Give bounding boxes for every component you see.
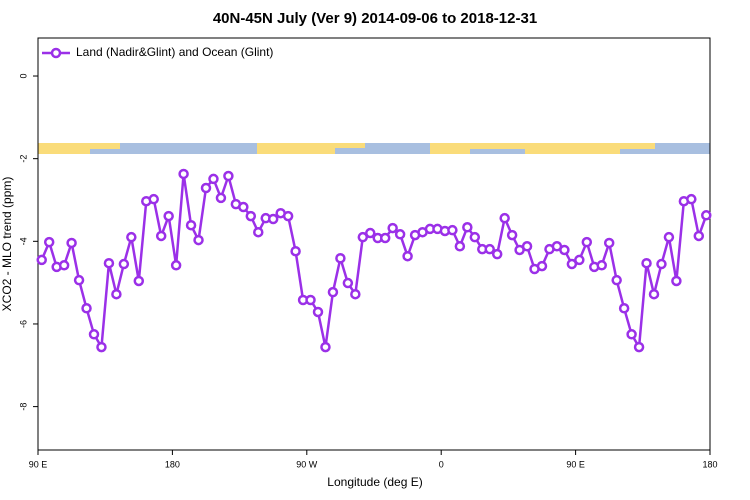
data-point (566, 258, 578, 270)
data-point (663, 231, 675, 243)
x-tick-label: 90 E (29, 459, 48, 469)
x-axis-label: Longitude (deg E) (327, 475, 422, 489)
data-point (342, 277, 354, 289)
data-point (603, 237, 615, 249)
data-point (611, 274, 622, 286)
data-point (43, 236, 55, 248)
data-point (357, 231, 369, 243)
data-point (320, 341, 331, 353)
data-point (671, 275, 682, 287)
data-point (379, 232, 391, 244)
data-point (305, 294, 316, 306)
legend-marker (50, 47, 62, 59)
data-point (454, 241, 466, 252)
data-point (574, 254, 585, 266)
data-point (111, 288, 122, 300)
data-point (163, 210, 174, 222)
data-point (155, 230, 167, 242)
y-tick-label: -8 (18, 403, 28, 411)
x-tick-label: 90 W (296, 459, 318, 469)
data-point (693, 230, 705, 242)
data-point (36, 254, 47, 266)
data-point (686, 193, 697, 205)
legend: Land (Nadir&Glint) and Ocean (Glint) (42, 45, 273, 59)
data-point (282, 210, 294, 222)
chart-title: 40N-45N July (Ver 9) 2014-09-06 to 2018-… (213, 10, 537, 27)
data-point (267, 213, 279, 225)
data-point (387, 222, 398, 234)
data-point (506, 229, 518, 241)
data-point (365, 227, 376, 239)
data-point (148, 193, 159, 205)
data-point (200, 182, 212, 194)
data-point (462, 222, 473, 233)
data-point (618, 303, 630, 314)
land-ocean-strip (38, 143, 710, 154)
data-point (178, 168, 189, 180)
data-point (88, 329, 100, 340)
y-tick-label: -6 (18, 320, 28, 328)
data-point (96, 341, 107, 353)
data-point (521, 241, 533, 252)
y-tick-label: -4 (18, 237, 28, 245)
data-point (656, 258, 667, 270)
data-point (312, 306, 324, 318)
x-tick-label: 180 (702, 459, 717, 469)
data-point (701, 210, 712, 221)
x-tick-label: 0 (439, 459, 444, 469)
y-tick-label: -2 (18, 155, 28, 163)
data-point (633, 341, 645, 353)
data-point (193, 234, 204, 246)
data-point (208, 173, 219, 185)
data-point (626, 329, 637, 340)
data-point (335, 253, 346, 264)
data-point (491, 248, 503, 260)
data-point (245, 210, 257, 222)
data-point (469, 231, 481, 243)
data-point (223, 170, 234, 182)
data-point (133, 275, 145, 287)
data-point (118, 258, 130, 270)
data-point (290, 245, 301, 257)
x-tick-label: 180 (165, 459, 180, 469)
data-point (253, 226, 264, 238)
data-point (350, 288, 361, 300)
data-point (596, 260, 607, 271)
data-point (170, 260, 182, 271)
data-point (394, 229, 406, 240)
x-tick-label: 90 E (566, 459, 585, 469)
data-point (559, 244, 570, 256)
data-point (536, 260, 548, 272)
data-point (66, 237, 77, 249)
data-point (581, 236, 593, 248)
data-point (215, 192, 227, 204)
data-point (73, 274, 85, 286)
data-point (327, 286, 339, 298)
data-point (185, 219, 197, 231)
data-point (484, 243, 495, 255)
y-axis-label: XCO2 - MLO trend (ppm) (0, 177, 14, 312)
y-tick-label: 0 (18, 74, 28, 79)
data-point (641, 257, 652, 269)
legend-label: Land (Nadir&Glint) and Ocean (Glint) (76, 45, 273, 59)
data-point (499, 212, 510, 224)
data-point (648, 288, 660, 300)
data-point (103, 257, 115, 269)
plot-frame (37, 37, 711, 451)
data-point (81, 303, 92, 314)
data-point (58, 260, 70, 271)
data-point (126, 231, 137, 243)
data-point (447, 224, 458, 236)
data-point (238, 201, 249, 213)
data-point (402, 250, 413, 262)
